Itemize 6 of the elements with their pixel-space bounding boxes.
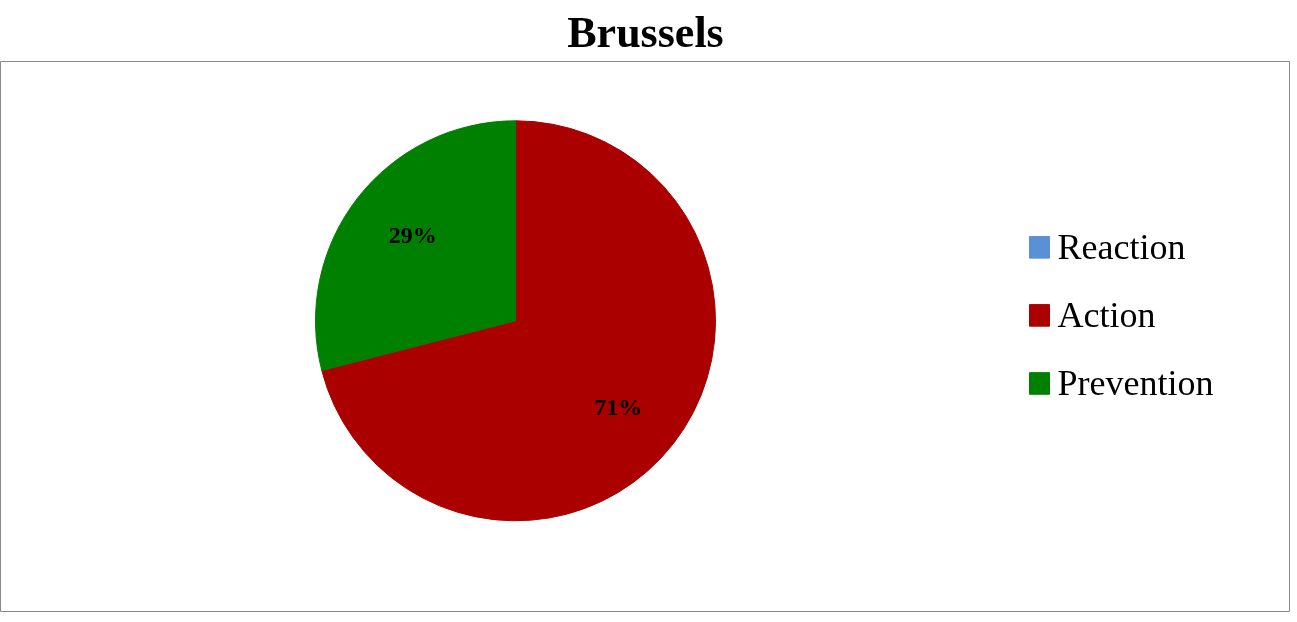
data-label: 29% — [388, 221, 437, 248]
data-label: 71% — [594, 393, 643, 420]
legend-label: Prevention — [1057, 363, 1214, 404]
legend-label: Action — [1057, 295, 1156, 336]
chart-title: Brussels — [567, 7, 724, 57]
legend-label: Reaction — [1057, 227, 1186, 268]
